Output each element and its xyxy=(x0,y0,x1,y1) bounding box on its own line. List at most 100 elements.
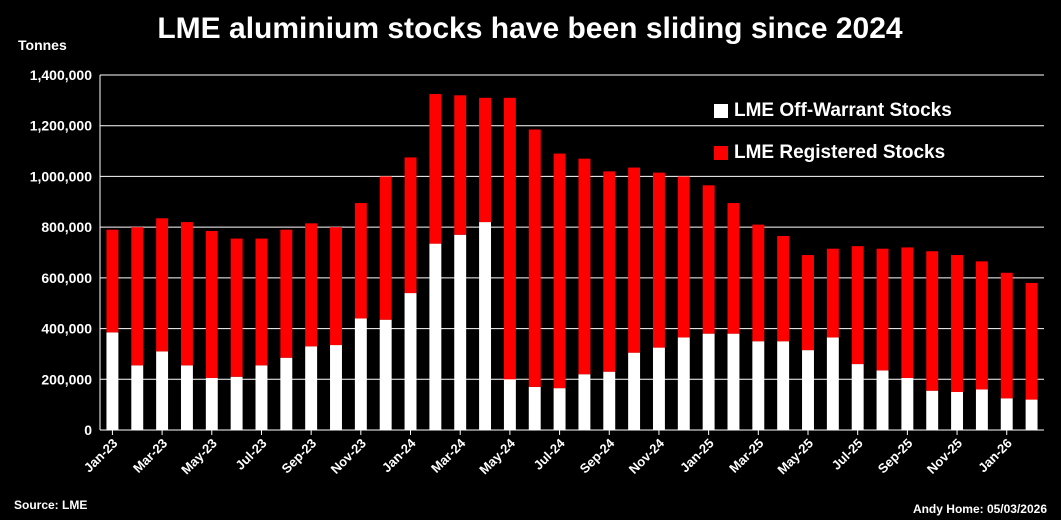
bar-off-warrant xyxy=(951,391,964,430)
bar-off-warrant xyxy=(677,337,690,430)
bar-off-warrant xyxy=(230,376,243,430)
bar-off-warrant xyxy=(131,365,144,430)
y-tick-label: 1,000,000 xyxy=(30,168,92,184)
bar-registered xyxy=(951,255,964,392)
x-tick-label: Mar-24 xyxy=(428,435,469,476)
y-tick-label: 1,200,000 xyxy=(30,118,92,134)
bar-registered xyxy=(603,171,616,372)
bar-registered xyxy=(280,229,293,358)
x-tick-label: Jul-25 xyxy=(829,436,866,473)
x-tick-label: Sep-23 xyxy=(279,436,320,477)
bar-off-warrant xyxy=(404,293,417,430)
bar-off-warrant xyxy=(752,341,765,430)
bar-off-warrant xyxy=(777,341,790,430)
bar-off-warrant xyxy=(156,351,169,430)
bar-off-warrant xyxy=(578,374,591,430)
bar-registered xyxy=(305,223,318,347)
x-tick-label: Jan-25 xyxy=(677,436,717,476)
bar-registered xyxy=(826,248,839,338)
bar-registered xyxy=(379,176,392,320)
author-credit: Andy Home: 05/03/2026 xyxy=(912,502,1047,516)
y-tick-label: 400,000 xyxy=(41,321,92,337)
bar-registered xyxy=(1025,282,1038,400)
bar-off-warrant xyxy=(429,243,442,430)
legend: LME Off-Warrant Stocks LME Registered St… xyxy=(714,100,952,184)
source-note: Source: LME xyxy=(14,498,88,512)
legend-label-off-warrant: LME Off-Warrant Stocks xyxy=(734,100,952,121)
x-tick-label: Nov-25 xyxy=(924,436,965,477)
x-tick-label: Jul-24 xyxy=(531,435,569,473)
bar-registered xyxy=(553,153,566,389)
bar-registered xyxy=(429,94,442,244)
bar-registered xyxy=(479,97,492,223)
bar-registered xyxy=(876,248,889,371)
bar-registered xyxy=(205,230,218,379)
bar-off-warrant xyxy=(727,333,740,430)
bar-registered xyxy=(802,255,814,351)
bar-registered xyxy=(777,236,790,342)
y-tick-label: 800,000 xyxy=(41,219,92,235)
bar-off-warrant xyxy=(205,378,218,430)
bar-registered xyxy=(106,229,119,333)
chart-title: LME aluminium stocks have been sliding s… xyxy=(157,12,903,45)
bar-off-warrant xyxy=(180,365,193,430)
bar-off-warrant xyxy=(528,386,541,430)
bar-off-warrant xyxy=(851,364,864,430)
bar-registered xyxy=(528,129,541,387)
bar-registered xyxy=(131,227,144,366)
legend-label-registered: LME Registered Stocks xyxy=(734,142,946,163)
y-tick-label: 200,000 xyxy=(41,371,92,387)
bar-registered xyxy=(752,224,765,342)
bar-registered xyxy=(578,158,591,375)
bar-registered xyxy=(1000,272,1013,399)
x-tick-label: Nov-24 xyxy=(626,435,668,477)
bar-off-warrant xyxy=(354,318,367,430)
x-tick-label: Jan-24 xyxy=(379,435,419,475)
bar-off-warrant xyxy=(280,357,293,430)
bar-registered xyxy=(851,246,864,365)
x-tick-label: Nov-23 xyxy=(328,436,369,477)
bar-registered xyxy=(652,172,665,348)
bar-registered xyxy=(677,176,690,338)
bar-off-warrant xyxy=(106,332,119,430)
x-tick-label: May-25 xyxy=(774,436,816,478)
bar-off-warrant xyxy=(454,234,467,430)
bar-registered xyxy=(330,227,342,346)
bar-registered xyxy=(230,238,243,377)
x-tick-label: May-23 xyxy=(178,436,220,478)
bar-off-warrant xyxy=(926,390,939,430)
bar-registered xyxy=(503,97,516,380)
bar-registered xyxy=(404,157,417,294)
bar-off-warrant xyxy=(553,388,566,430)
bar-off-warrant xyxy=(255,365,268,430)
y-tick-label: 1,400,000 xyxy=(30,67,92,83)
x-tick-label: Jan-26 xyxy=(975,436,1015,476)
x-tick-label: Mar-23 xyxy=(130,436,170,476)
bar-registered xyxy=(628,167,641,353)
bar-off-warrant xyxy=(503,379,516,430)
y-tick-label: 600,000 xyxy=(41,270,92,286)
y-axis-label: Tonnes xyxy=(18,37,67,53)
bar-registered xyxy=(901,247,914,379)
bar-registered xyxy=(702,185,715,334)
x-tick-label: May-24 xyxy=(476,435,518,477)
legend-item-off-warrant: LME Off-Warrant Stocks xyxy=(714,100,952,122)
bar-off-warrant xyxy=(802,350,814,430)
bar-registered xyxy=(255,238,268,366)
bar-off-warrant xyxy=(876,370,889,430)
x-tick-label: Sep-24 xyxy=(577,435,618,476)
legend-item-registered: LME Registered Stocks xyxy=(714,142,952,164)
bar-off-warrant xyxy=(702,333,715,430)
legend-swatch-off-warrant xyxy=(714,104,728,118)
bar-off-warrant xyxy=(901,378,914,430)
bar-off-warrant xyxy=(603,371,616,430)
bar-registered xyxy=(454,95,467,235)
bar-off-warrant xyxy=(479,222,492,430)
bar-off-warrant xyxy=(652,347,665,430)
bar-off-warrant xyxy=(628,352,641,430)
bar-off-warrant xyxy=(379,319,392,430)
x-tick-label: Jul-23 xyxy=(232,436,269,473)
bar-registered xyxy=(727,203,740,334)
bar-registered xyxy=(156,218,169,352)
